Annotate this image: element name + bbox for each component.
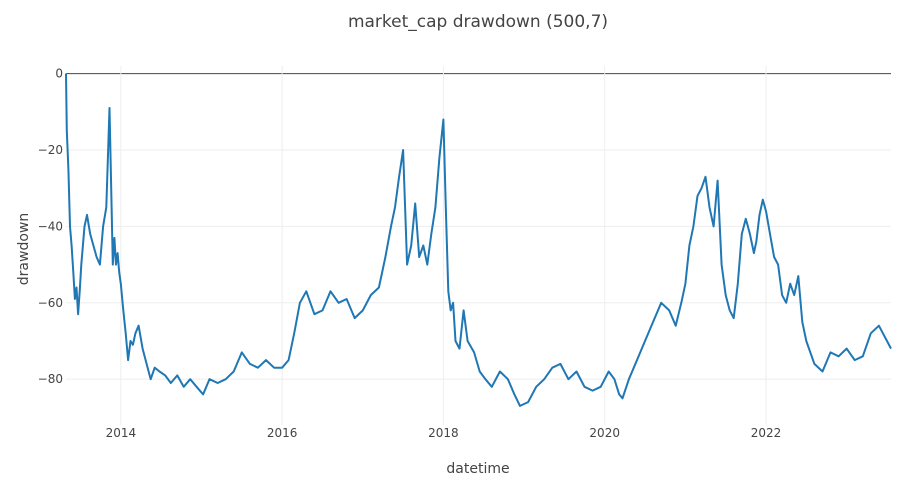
series-line-0 <box>65 73 892 407</box>
y-axis-ticks: 0 −20 −40 −60 −80 <box>38 67 63 387</box>
y-tick-label: −80 <box>38 372 63 386</box>
x-axis-label: datetime <box>446 461 509 477</box>
x-tick-label: 2014 <box>106 426 137 440</box>
x-tick-label: 2018 <box>428 426 459 440</box>
x-tick-label: 2016 <box>267 426 298 440</box>
x-tick-label: 2022 <box>751 426 782 440</box>
x-axis-ticks: 2014 2016 2018 2020 2022 <box>106 426 782 440</box>
plot-area <box>65 73 892 407</box>
grid-lines <box>66 66 891 425</box>
y-tick-label: −60 <box>38 296 63 310</box>
y-tick-label: 0 <box>55 67 63 81</box>
y-tick-label: −40 <box>38 219 63 233</box>
y-tick-label: −20 <box>38 143 63 157</box>
x-tick-label: 2020 <box>589 426 620 440</box>
chart-title: market_cap drawdown (500,7) <box>348 12 608 32</box>
y-axis-label: drawdown <box>16 213 32 285</box>
